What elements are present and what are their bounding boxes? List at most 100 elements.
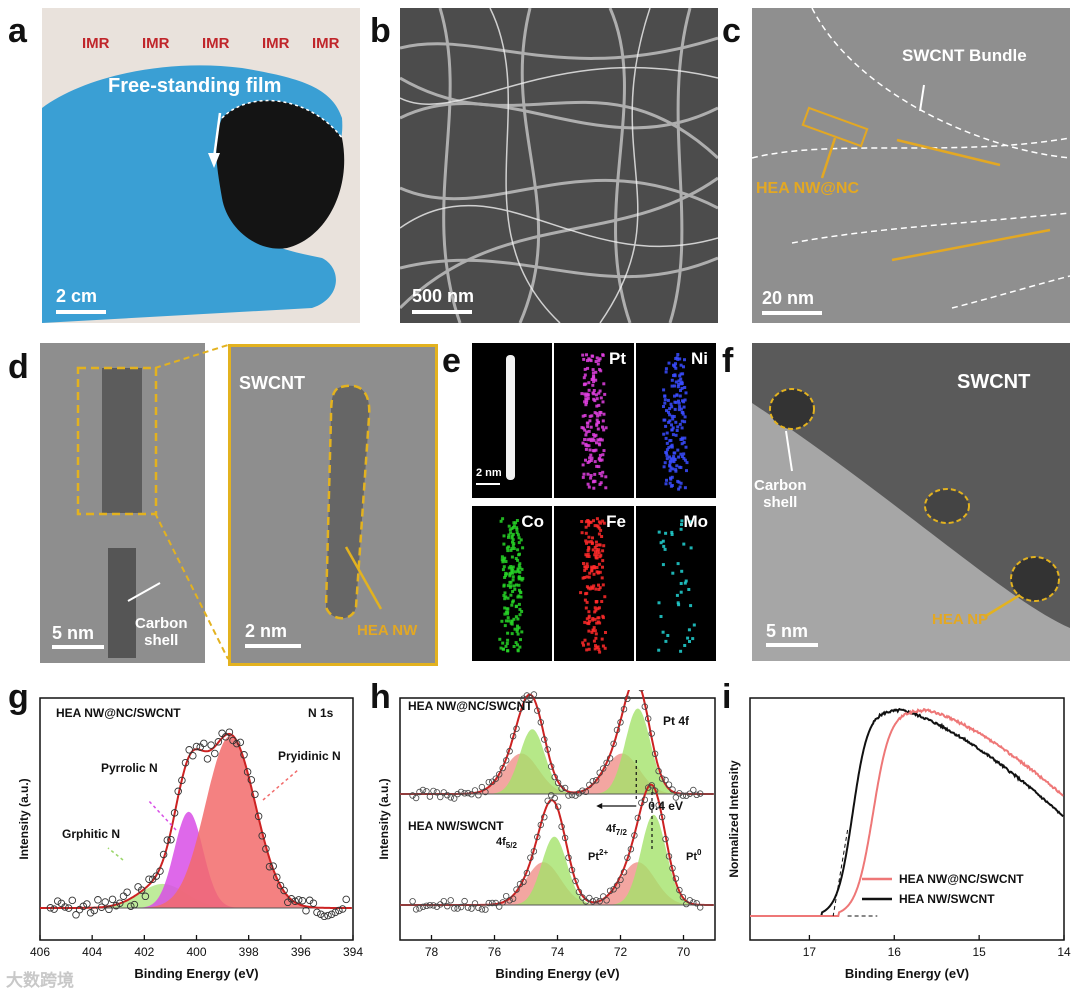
data-point <box>599 893 607 900</box>
eds-element-label: Mo <box>683 512 708 531</box>
data-point <box>599 765 607 772</box>
x-tick-label: 396 <box>291 945 311 959</box>
data-point <box>624 854 631 861</box>
data-point <box>409 898 416 905</box>
glove-film-illustration: IMR IMR IMR IMR IMR IMR IMR IMR IMR IMR <box>42 35 345 323</box>
peak-label: 4f5/2 <box>496 836 517 850</box>
legend-label: HEA NW/SWCNT <box>899 892 995 906</box>
data-point <box>64 904 73 912</box>
data-point <box>108 895 117 904</box>
data-point <box>648 730 655 737</box>
data-point <box>697 904 704 911</box>
data-point <box>316 910 325 918</box>
data-point <box>181 758 190 767</box>
scale-label-d-right: 2 nm <box>245 621 288 641</box>
logo-text: IMR <box>142 35 170 52</box>
data-point <box>568 866 576 874</box>
data-point <box>457 903 465 911</box>
x-tick-label: 402 <box>134 945 154 959</box>
data-point <box>243 768 252 776</box>
component-label: Grphitic N <box>62 827 120 841</box>
scale-bar-c <box>762 311 822 315</box>
panel-label-i: i <box>722 678 732 716</box>
data-point <box>679 792 687 799</box>
x-tick-label: 72 <box>614 945 628 959</box>
data-point <box>592 897 600 904</box>
scale-bar-a <box>56 310 106 314</box>
series-title: HEA NW/SWCNT <box>408 819 504 833</box>
data-point <box>90 906 99 915</box>
data-point <box>690 899 697 906</box>
data-point <box>119 892 128 900</box>
shift-arrowhead <box>596 803 603 809</box>
data-point <box>513 886 520 893</box>
data-point <box>665 781 673 788</box>
data-point <box>690 786 697 794</box>
data-point <box>461 897 468 905</box>
data-point <box>565 792 572 799</box>
data-point <box>530 848 538 855</box>
data-point <box>485 778 492 786</box>
eds-tile: 2 nm <box>472 343 552 498</box>
data-point <box>492 775 499 782</box>
annotation-arrow <box>147 799 177 831</box>
data-point <box>426 901 434 909</box>
data-point <box>416 788 423 796</box>
data-point <box>589 777 596 785</box>
data-point <box>489 899 496 907</box>
data-point <box>645 715 652 722</box>
x-tick-label: 16 <box>888 945 902 959</box>
plot-frame <box>749 697 1065 941</box>
eds-element-label: Co <box>521 512 544 531</box>
panel-c-tem: SWCNT Bundle HEA NW@NC 20 nm <box>752 8 1070 323</box>
data-point <box>655 802 662 809</box>
scale-label-f: 5 nm <box>766 621 809 641</box>
data-point <box>53 897 62 905</box>
data-point <box>572 877 579 885</box>
data-point <box>214 738 223 746</box>
data-point <box>651 787 659 794</box>
panel-label-c: c <box>722 12 741 50</box>
data-point <box>200 739 208 748</box>
region-label: N 1s <box>308 706 334 720</box>
data-point <box>620 868 628 876</box>
data-point <box>509 895 517 902</box>
data-point <box>541 736 548 743</box>
data-point <box>592 777 600 784</box>
data-point <box>440 897 447 905</box>
data-point <box>544 797 551 804</box>
data-point <box>697 790 704 797</box>
data-point <box>447 897 454 904</box>
data-point <box>450 795 458 802</box>
eds-tile: Ni <box>636 343 716 498</box>
data-point <box>509 733 517 740</box>
data-point <box>586 894 593 902</box>
panel-e-eds: 2 nm Pt Ni Co Fe Mo <box>472 343 716 661</box>
data-point <box>579 787 586 794</box>
data-point <box>269 862 277 870</box>
region-label: Pt 4f <box>663 714 690 728</box>
data-point <box>291 897 299 905</box>
y-axis-label: Normalized Intensity <box>727 760 741 878</box>
data-point <box>116 899 124 907</box>
data-point <box>221 733 230 741</box>
data-point <box>454 790 461 798</box>
data-point <box>430 902 437 909</box>
data-point <box>568 791 576 799</box>
data-point <box>686 790 693 797</box>
data-point <box>437 901 444 908</box>
data-point <box>167 835 175 844</box>
data-point <box>265 862 274 871</box>
data-point <box>527 695 534 702</box>
data-point <box>141 892 150 901</box>
hea-nw-nc-label: HEA NW@NC <box>756 180 859 197</box>
data-point <box>130 900 139 909</box>
x-tick-label: 70 <box>677 945 691 959</box>
data-point <box>478 906 486 913</box>
panel-d-zoom: SWCNT HEA NW 2 nm <box>228 344 438 666</box>
hea-nw-label: HEA NW <box>357 622 418 639</box>
eds-element-label: Pt <box>609 349 626 368</box>
x-tick-label: 398 <box>239 945 259 959</box>
data-point <box>683 792 690 799</box>
panel-label-e: e <box>442 342 461 380</box>
